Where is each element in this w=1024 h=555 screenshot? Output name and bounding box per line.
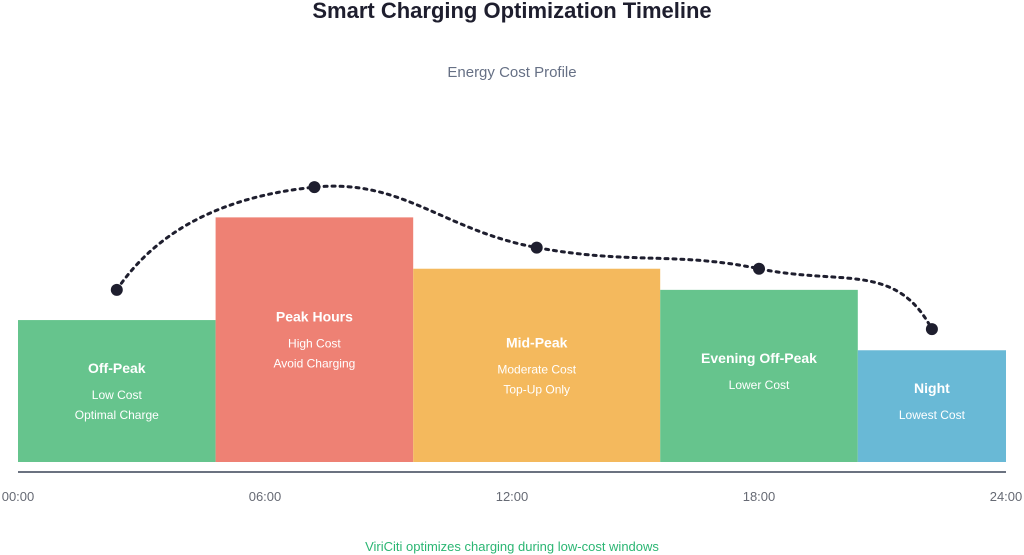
price-point <box>530 241 543 254</box>
x-axis-ticks: 00:00 06:00 12:00 18:00 24:00 <box>2 489 1023 504</box>
cost-bar <box>857 350 1006 462</box>
price-point <box>308 181 321 194</box>
cost-bar <box>413 268 661 462</box>
segment-detail: High Cost <box>288 337 341 351</box>
segment-detail: Lower Cost <box>729 378 790 392</box>
cost-bar <box>18 320 216 462</box>
cost-segments: Off-Peak Low Cost Optimal Charge Peak Hours… <box>18 217 1006 462</box>
segment-name: Night <box>914 380 950 396</box>
chart-subtitle: Energy Cost Profile <box>447 64 576 81</box>
chart-title: Smart Charging Optimization Timeline <box>312 0 711 23</box>
x-tick-label: 06:00 <box>249 489 282 504</box>
segment-detail: Top-Up Only <box>503 382 570 396</box>
x-tick-label: 18:00 <box>743 489 776 504</box>
segment-name: Peak Hours <box>276 309 353 325</box>
price-curve <box>110 181 938 336</box>
segment-name: Off-Peak <box>88 360 146 376</box>
segment-detail: Low Cost <box>92 388 143 402</box>
segment-name: Mid-Peak <box>506 334 568 350</box>
price-point <box>925 323 938 336</box>
segment-detail: Lowest Cost <box>899 408 966 422</box>
price-point <box>753 262 765 275</box>
cost-bar <box>215 217 414 462</box>
price-point <box>110 283 123 296</box>
chart-footer-note: ViriCiti optimizes charging during low-c… <box>365 539 659 554</box>
segment-detail: Avoid Charging <box>273 357 355 371</box>
segment-name: Evening Off-Peak <box>701 350 817 366</box>
x-tick-label: 12:00 <box>496 489 529 504</box>
cost-bar <box>660 289 858 462</box>
x-tick-label: 00:00 <box>2 489 35 504</box>
x-tick-label: 24:00 <box>990 489 1023 504</box>
segment-detail: Optimal Charge <box>75 408 159 422</box>
segment-detail: Moderate Cost <box>497 362 576 376</box>
